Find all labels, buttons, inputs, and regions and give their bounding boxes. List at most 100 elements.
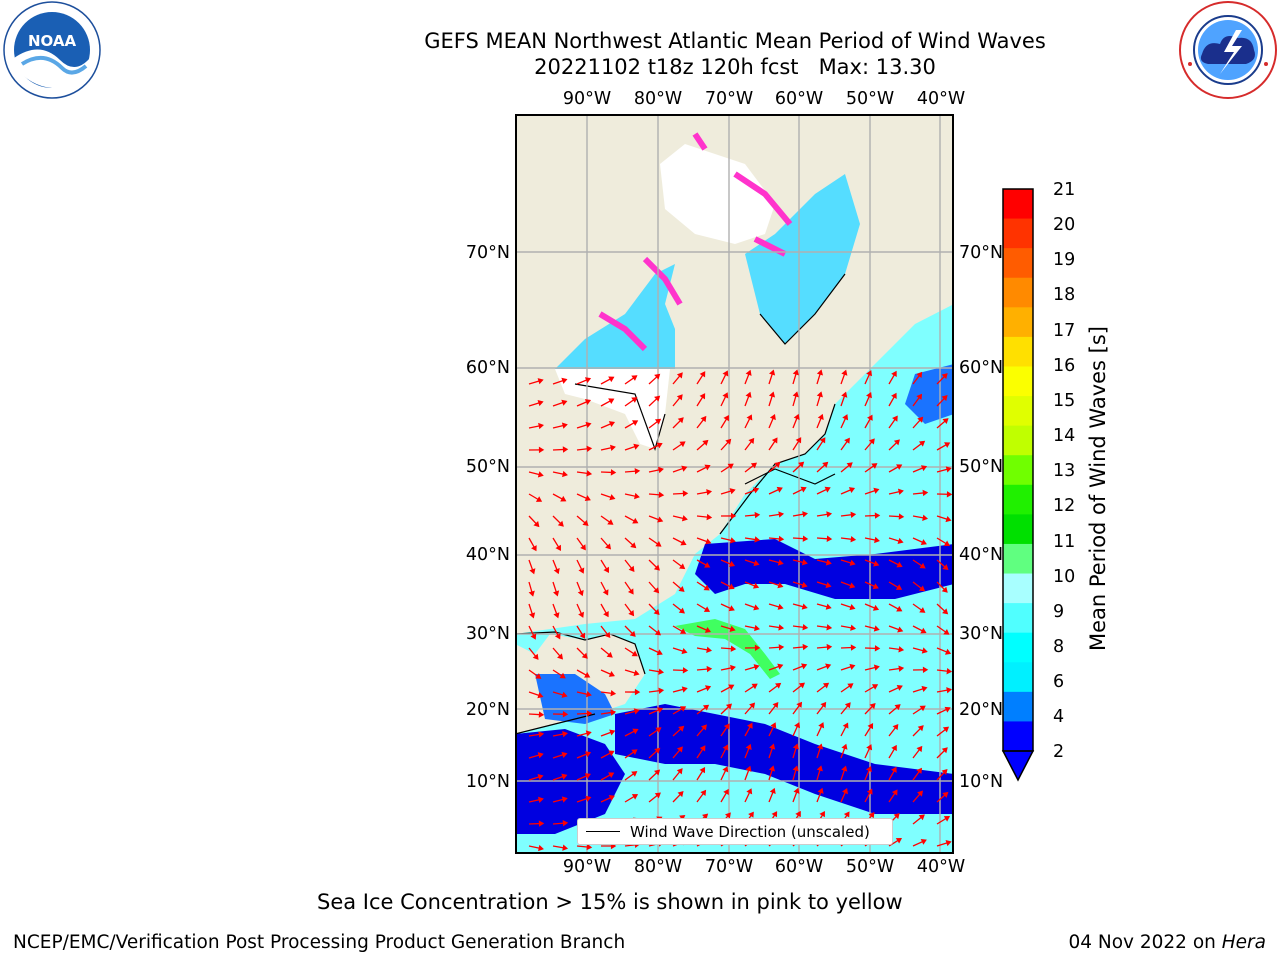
wind-arrow-head	[802, 624, 809, 631]
wind-arrow-head	[531, 545, 537, 552]
wind-arrow-head	[794, 722, 801, 729]
wind-arrow-head	[730, 512, 737, 520]
wind-arrow-head	[873, 664, 880, 671]
wind-arrow-head	[584, 773, 591, 779]
wind-arrow-head	[942, 726, 950, 733]
wind-arrow-head	[819, 437, 826, 444]
wind-arrow-head	[655, 541, 662, 547]
wind-arrow-head	[529, 612, 536, 619]
wind-arrow-head	[702, 439, 709, 446]
wind-arrow-head	[745, 743, 752, 750]
lat-tick-left: 60°N	[465, 358, 510, 378]
wind-arrow-head	[655, 727, 662, 733]
wind-arrow-head	[820, 701, 827, 709]
wind-arrow-head	[898, 665, 905, 672]
nodata-ontario	[555, 369, 670, 449]
wind-arrow-head	[891, 370, 897, 378]
wind-arrow-head	[577, 589, 584, 597]
wind-arrow-head	[941, 768, 948, 776]
wind-arrow-head	[946, 491, 953, 498]
wind-arrow-head	[847, 683, 854, 689]
wind-arrow-head	[631, 375, 638, 381]
wind-arrow-head	[825, 663, 832, 670]
wind-arrow-head	[603, 566, 610, 573]
wind-arrow-head	[585, 730, 592, 737]
wind-arrow-head	[559, 672, 566, 679]
wind-arrow-head	[777, 663, 784, 670]
wind-arrow-head	[561, 796, 568, 803]
wind-arrow-head	[705, 538, 712, 545]
wind-arrow-head	[894, 704, 901, 711]
wind-arrow-head	[849, 582, 856, 589]
wind-arrow-head	[872, 604, 880, 611]
wind-arrow-head	[874, 512, 881, 519]
colorbar-tick-label: 15	[1053, 390, 1076, 411]
wind-arrow-head	[581, 652, 588, 659]
colorbar-segment	[1003, 632, 1033, 663]
wind-arrow-head	[818, 722, 825, 729]
wind-arrow-head	[942, 418, 949, 425]
colorbar-tick-label: 13	[1053, 461, 1076, 482]
wind-arrow-head	[728, 684, 735, 691]
lon-tick-bottom: 40°W	[916, 857, 966, 877]
map-svg	[514, 114, 954, 854]
wind-arrow-head	[681, 465, 688, 472]
wind-arrow-head	[868, 812, 875, 819]
wind-arrow-head	[943, 540, 950, 547]
wind-arrow-head	[584, 377, 592, 384]
wind-arrow-head	[750, 462, 758, 469]
chart-title: GEFS MEAN Northwest Atlantic Mean Period…	[424, 29, 1046, 53]
wind-arrow-head	[746, 414, 753, 421]
wind-arrow-head	[866, 392, 872, 399]
wind-arrow-head	[723, 414, 729, 422]
wind-arrow-head	[562, 446, 569, 453]
wind-arrow-head	[679, 563, 686, 570]
colorbar-segment	[1003, 721, 1033, 752]
wind-arrow-head	[633, 708, 640, 715]
colorbar-tick-label: 6	[1053, 672, 1065, 693]
lat-tick-left: 10°N	[465, 772, 510, 792]
legend-label: Wind Wave Direction (unscaled)	[630, 822, 870, 841]
lon-tick-bottom: 90°W	[562, 857, 612, 877]
wind-arrow-head	[916, 393, 923, 400]
wind-arrow-head	[748, 811, 754, 818]
wind-arrow-head	[848, 487, 856, 494]
wind-arrow-head	[920, 539, 927, 545]
wind-arrow-head	[793, 413, 800, 420]
wind-arrow-head	[562, 844, 569, 851]
wind-arrow-head	[844, 702, 851, 709]
wind-arrow-head	[631, 771, 638, 777]
wind-arrow-head	[942, 791, 949, 798]
colorbar	[1001, 188, 1035, 784]
wind-arrow-head	[607, 519, 614, 525]
wind-arrow-head	[872, 583, 879, 590]
wind-arrow-head	[610, 469, 617, 476]
wind-arrow-head	[629, 630, 636, 637]
wind-arrow-head	[553, 590, 560, 597]
wind-arrow-head	[678, 607, 685, 614]
wind-arrow-head	[796, 701, 803, 708]
wind-arrow-head	[865, 765, 872, 773]
lat-tick-right: 20°N	[959, 700, 1004, 720]
wind-arrow-head	[554, 633, 561, 640]
wind-arrow-head	[897, 626, 904, 633]
ice-arctic	[660, 144, 775, 244]
wind-arrow-head	[753, 560, 760, 567]
wind-arrow-head	[798, 682, 806, 689]
lon-tick-top: 70°W	[704, 89, 754, 109]
colorbar-frame	[1002, 188, 1034, 752]
colorbar-tick-label: 2	[1053, 742, 1065, 763]
map-frame	[515, 114, 954, 854]
wind-arrow-head	[679, 441, 686, 448]
wind-arrow-head	[754, 511, 761, 519]
coastline	[514, 273, 846, 735]
wind-arrow-head	[538, 446, 545, 454]
wind-arrow-head	[898, 513, 905, 520]
wind-arrow-head	[722, 766, 729, 773]
wind-arrow-head	[676, 746, 683, 753]
wind-arrow-head	[578, 611, 585, 618]
wind-arrow-head	[792, 765, 799, 772]
wind-arrow-head	[633, 669, 640, 676]
footer-date: 04 Nov 2022 on Hera	[1068, 932, 1266, 953]
wind-arrow-head	[916, 767, 923, 774]
